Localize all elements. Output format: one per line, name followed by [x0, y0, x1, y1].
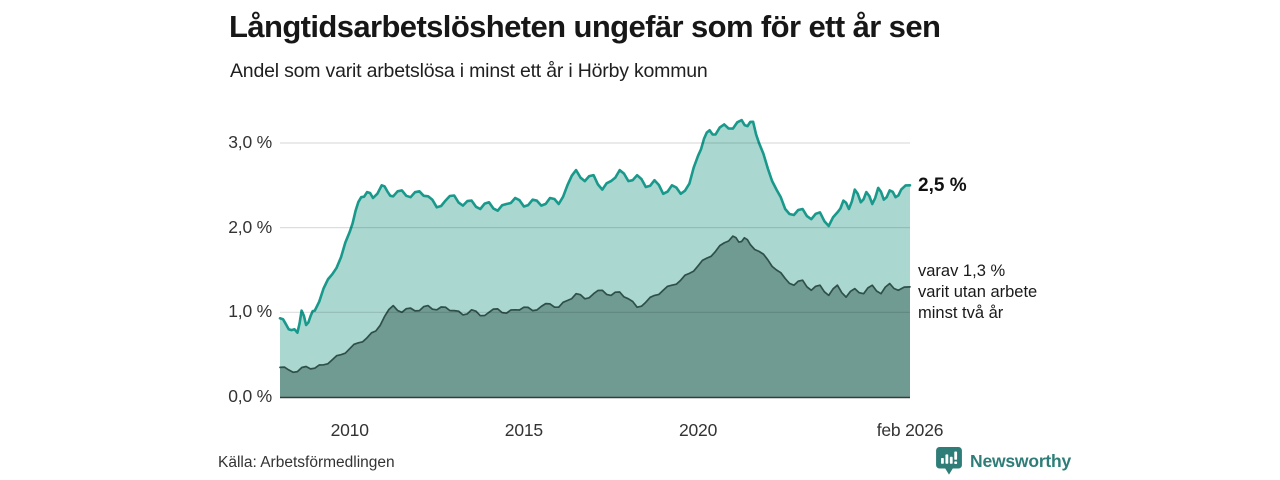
- x-tick-label: feb 2026: [876, 420, 944, 440]
- x-tick-label: 2020: [678, 420, 718, 440]
- brand-logo: Newsworthy: [936, 447, 1071, 475]
- chart-title: Långtidsarbetslösheten ungefär som för e…: [229, 9, 941, 44]
- y-tick-label: 3,0 %: [228, 131, 272, 152]
- two-year-line: [279, 235, 911, 374]
- x-tick-label: 2015: [504, 420, 543, 440]
- end-value-label-total: 2,5 %: [918, 175, 967, 196]
- brand-name: Newsworthy: [970, 450, 1072, 471]
- chart-subtitle: Andel som varit arbetslösa i minst ett å…: [230, 60, 708, 82]
- y-tick-label: 1,0 %: [228, 301, 272, 322]
- y-tick-label: 2,0 %: [228, 216, 272, 237]
- end-value-label-two-year: varav 1,3 % varit utan arbete minst två …: [918, 262, 1038, 322]
- two-year-area: [280, 236, 910, 397]
- y-tick-label: 0,0 %: [228, 386, 272, 406]
- x-tick-label: 2010: [330, 420, 369, 440]
- total-line: [278, 118, 912, 334]
- newsworthy-logo-icon: [936, 447, 962, 475]
- source-attribution: Källa: Arbetsförmedlingen: [218, 454, 395, 471]
